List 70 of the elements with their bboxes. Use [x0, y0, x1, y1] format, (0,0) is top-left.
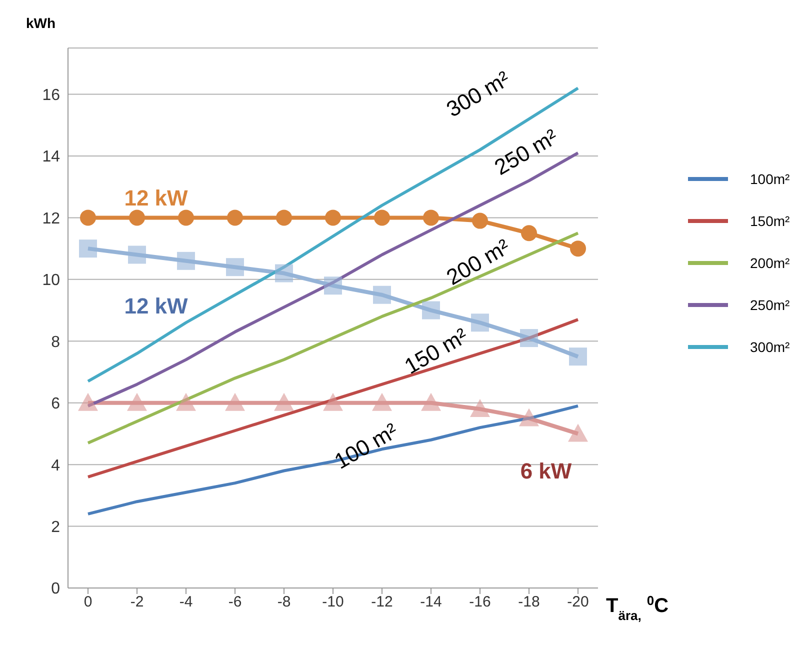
y-tick-label: 16: [42, 86, 60, 104]
annotation: 150 m²: [400, 323, 472, 379]
y-tick-label: 8: [51, 334, 60, 351]
point: [129, 210, 145, 226]
annotation: 300 m²: [442, 66, 514, 122]
x-tick-label: -6: [228, 594, 242, 611]
point: [276, 210, 292, 226]
point: [127, 392, 147, 411]
point: [178, 210, 194, 226]
y-tick-label: 10: [42, 272, 60, 290]
x-tick-label: -10: [322, 594, 344, 611]
point: [423, 210, 439, 226]
x-tick-label: -2: [130, 594, 144, 611]
point: [519, 408, 539, 426]
point: [275, 264, 293, 282]
x-tick-label: 0: [84, 594, 92, 611]
point: [80, 210, 96, 226]
annotation: 250 m²: [490, 124, 562, 180]
x-tick-label: -12: [371, 594, 393, 611]
legend-label: 250m²: [750, 297, 790, 313]
x-tick-label: -4: [179, 594, 193, 611]
x-tick-label: -8: [277, 594, 291, 611]
point: [225, 392, 245, 411]
x-tick-label: -14: [420, 594, 442, 611]
point: [323, 392, 343, 411]
legend-label: 200m²: [750, 255, 790, 271]
x-tick-label: -16: [469, 594, 491, 611]
point: [471, 314, 489, 332]
point: [78, 392, 98, 411]
x-tick-label: -20: [567, 594, 589, 611]
point: [520, 329, 538, 348]
annotation: 12 kW: [124, 186, 188, 210]
point: [128, 246, 146, 264]
y-tick-label: 6: [51, 396, 60, 413]
point: [324, 276, 342, 295]
point: [274, 392, 294, 411]
point: [374, 210, 390, 226]
y-tick-label: 0: [51, 580, 60, 598]
point: [372, 392, 392, 411]
point: [373, 286, 391, 304]
point: [79, 240, 97, 258]
point: [568, 424, 588, 442]
y-tick-label: 4: [51, 457, 60, 474]
point: [176, 392, 196, 411]
annotation: 100 m²: [330, 418, 402, 474]
point: [226, 258, 244, 276]
line-series: [86, 318, 580, 478]
point: [325, 210, 341, 226]
x-tick-label: -18: [518, 594, 540, 611]
annotation: 200 m²: [442, 234, 514, 290]
point: [521, 225, 537, 242]
point: [227, 210, 243, 226]
y-tick-label: 12: [42, 210, 60, 228]
point: [421, 392, 441, 411]
point: [570, 240, 586, 257]
y-tick-label: 14: [42, 148, 60, 166]
annotation: 6 kW: [520, 458, 572, 484]
line-series: [86, 404, 580, 516]
y-tick-label: 2: [51, 518, 60, 536]
point: [422, 301, 440, 320]
annotation: 12 kW: [124, 294, 188, 318]
legend-label: 150m²: [750, 213, 790, 229]
point: [177, 252, 195, 270]
point: [472, 212, 488, 229]
point: [470, 399, 490, 418]
legend-label: 300m²: [750, 339, 790, 355]
legend-label: 100m²: [750, 171, 790, 187]
point: [569, 348, 587, 366]
x-axis-title: T$_{ära,}$ $^{0}$C: [606, 592, 669, 622]
y-axis-title: kWh: [26, 15, 56, 31]
